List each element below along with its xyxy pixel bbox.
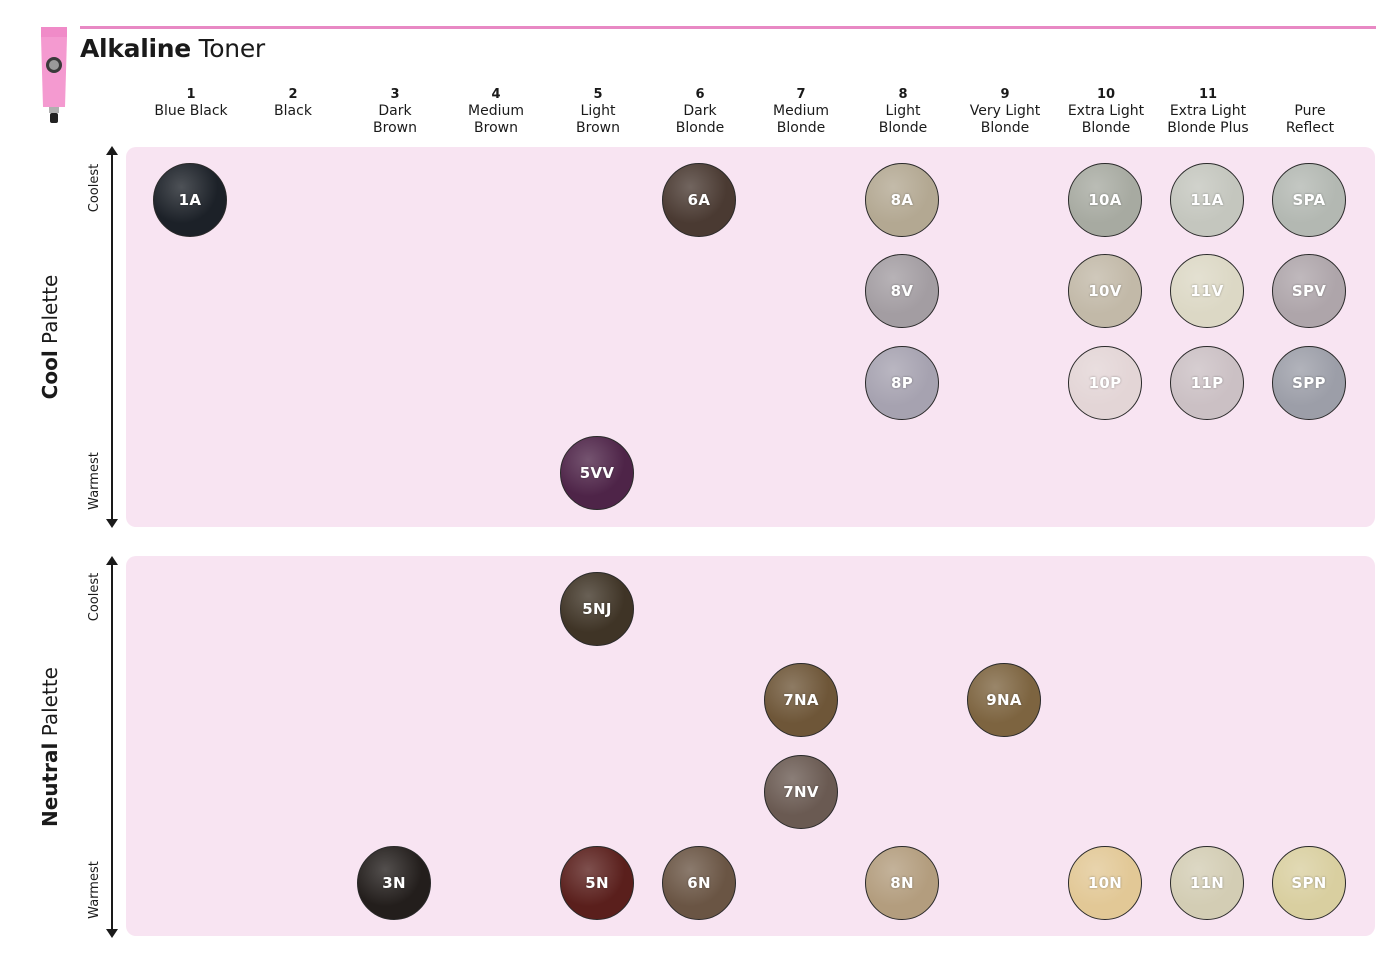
swatch-5N: 5N — [560, 846, 634, 920]
column-header: 8 Light Blonde — [878, 87, 928, 136]
cool-palette-title: Cool Palette — [38, 274, 62, 400]
swatch-8A: 8A — [865, 163, 939, 237]
arrow-up-icon — [106, 146, 118, 155]
swatch-SPA: SPA — [1272, 163, 1346, 237]
neutral-coolest-label: Coolest — [87, 572, 102, 622]
swatch-SPN: SPN — [1272, 846, 1346, 920]
swatch-7NA: 7NA — [764, 663, 838, 737]
column-header: Pure Reflect — [1285, 103, 1335, 136]
cool-palette-panel — [126, 147, 1375, 527]
neutral-palette-title: Neutral Palette — [38, 667, 62, 827]
swatch-9NA: 9NA — [967, 663, 1041, 737]
cool-warmest-label: Warmest — [87, 452, 102, 510]
column-header: 11 Extra Light Blonde Plus — [1167, 87, 1249, 136]
swatch-SPP: SPP — [1272, 346, 1346, 420]
swatch-8P: 8P — [865, 346, 939, 420]
title-light: Toner — [198, 34, 266, 63]
swatch-11V: 11V — [1170, 254, 1244, 328]
title-bold: Alkaline — [80, 34, 191, 63]
neutral-temperature-axis — [105, 556, 119, 938]
arrow-down-icon — [106, 929, 118, 938]
swatch-8N: 8N — [865, 846, 939, 920]
column-header: 1 Blue Black — [154, 87, 228, 119]
swatch-10A: 10A — [1068, 163, 1142, 237]
column-header: 10 Extra Light Blonde — [1067, 87, 1145, 136]
header-rule — [80, 26, 1376, 29]
toner-tube-icon — [41, 27, 67, 123]
swatch-11N: 11N — [1170, 846, 1244, 920]
swatch-6N: 6N — [662, 846, 736, 920]
swatch-10P: 10P — [1068, 346, 1142, 420]
swatch-3N: 3N — [357, 846, 431, 920]
column-header: 5 Light Brown — [576, 87, 620, 136]
neutral-palette-panel — [126, 556, 1375, 936]
swatch-11P: 11P — [1170, 346, 1244, 420]
swatch-SPV: SPV — [1272, 254, 1346, 328]
column-header: 2 Black — [274, 87, 312, 119]
swatch-5NJ: 5NJ — [560, 572, 634, 646]
arrow-up-icon — [106, 556, 118, 565]
page-title: Alkaline Toner — [80, 34, 265, 63]
swatch-1A: 1A — [153, 163, 227, 237]
swatch-8V: 8V — [865, 254, 939, 328]
swatch-10V: 10V — [1068, 254, 1142, 328]
swatch-10N: 10N — [1068, 846, 1142, 920]
swatch-5VV: 5VV — [560, 436, 634, 510]
column-header: 6 Dark Blonde — [675, 87, 725, 136]
cool-coolest-label: Coolest — [87, 163, 102, 213]
column-header: 4 Medium Brown — [468, 87, 524, 136]
column-header: 7 Medium Blonde — [773, 87, 829, 136]
column-header: 3 Dark Brown — [373, 87, 417, 136]
cool-temperature-axis — [105, 146, 119, 528]
arrow-down-icon — [106, 519, 118, 528]
swatch-7NV: 7NV — [764, 755, 838, 829]
neutral-warmest-label: Warmest — [87, 861, 102, 919]
column-header: 9 Very Light Blonde — [969, 87, 1041, 136]
swatch-11A: 11A — [1170, 163, 1244, 237]
swatch-6A: 6A — [662, 163, 736, 237]
